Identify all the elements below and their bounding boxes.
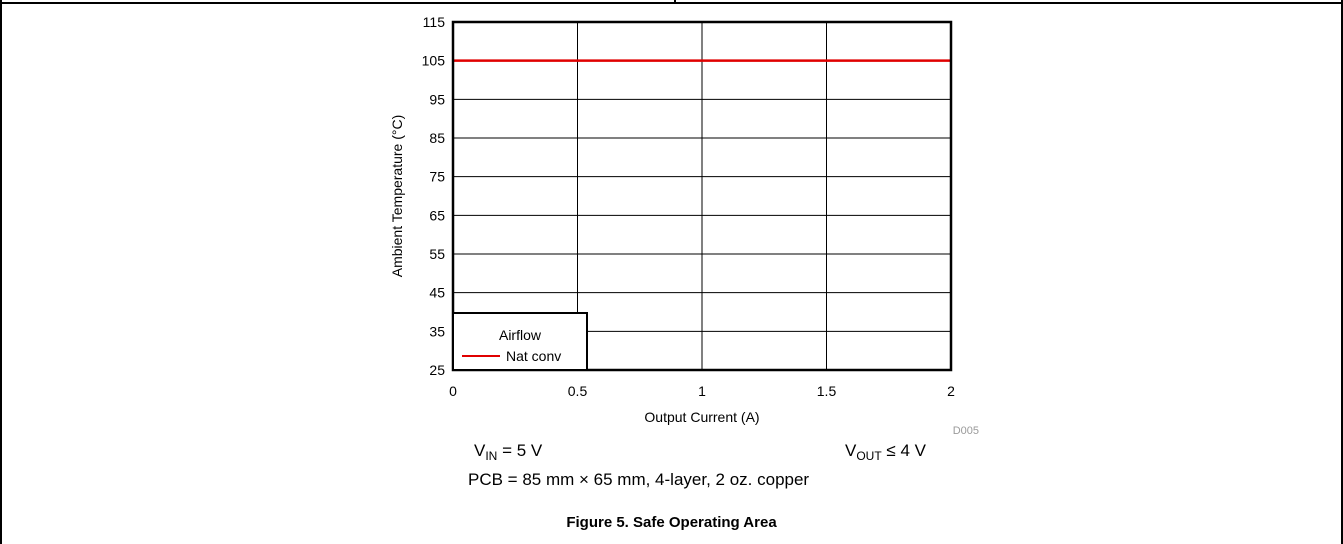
pcb-condition: PCB = 85 mm × 65 mm, 4-layer, 2 oz. copp… (468, 470, 810, 489)
y-tick-label-55: 55 (429, 246, 445, 262)
legend: Airflow Nat conv (452, 312, 588, 371)
legend-title: Airflow (499, 327, 542, 343)
vin-subscript: IN (485, 449, 498, 463)
figure-caption: Figure 5. Safe Operating Area (566, 514, 777, 531)
vout-symbol: V (845, 441, 857, 460)
y-tick-label-35: 35 (429, 323, 445, 339)
chart: 25 35 45 55 65 75 85 95 105 115 0 0.5 1 1.5 2 Ambient… (389, 14, 979, 437)
y-tick-label-105: 105 (422, 53, 446, 69)
legend-label-nat-conv: Nat conv (506, 348, 561, 364)
x-tick-label-1: 1 (698, 383, 706, 399)
vin-condition: VIN = 5 V (474, 441, 543, 463)
y-tick-label-25: 25 (429, 362, 445, 378)
y-tick-label-95: 95 (429, 91, 445, 107)
x-tick-label-2: 2 (947, 383, 955, 399)
y-tick-labels: 25 35 45 55 65 75 85 95 105 115 (422, 14, 446, 378)
vout-subscript: OUT (856, 449, 882, 463)
x-tick-labels: 0 0.5 1 1.5 2 (449, 383, 955, 399)
y-axis-label: Ambient Temperature (°C) (389, 115, 405, 278)
vin-symbol: V (474, 441, 486, 460)
plot-area-border (451, 20, 953, 372)
y-tick-label-75: 75 (429, 169, 445, 185)
figure-id-label: D005 (953, 425, 979, 437)
x-tick-label-0: 0 (449, 383, 457, 399)
x-tick-label-0.5: 0.5 (568, 383, 588, 399)
legend-box (452, 312, 588, 371)
vout-value: ≤ 4 V (881, 441, 926, 460)
x-tick-label-1.5: 1.5 (817, 383, 837, 399)
y-tick-label-65: 65 (429, 207, 445, 223)
y-tick-label-45: 45 (429, 285, 445, 301)
x-axis-label: Output Current (A) (644, 409, 759, 425)
y-tick-label-85: 85 (429, 130, 445, 146)
y-tick-label-115: 115 (423, 14, 446, 30)
vout-condition: VOUT ≤ 4 V (845, 441, 926, 463)
vin-value: = 5 V (497, 441, 543, 460)
